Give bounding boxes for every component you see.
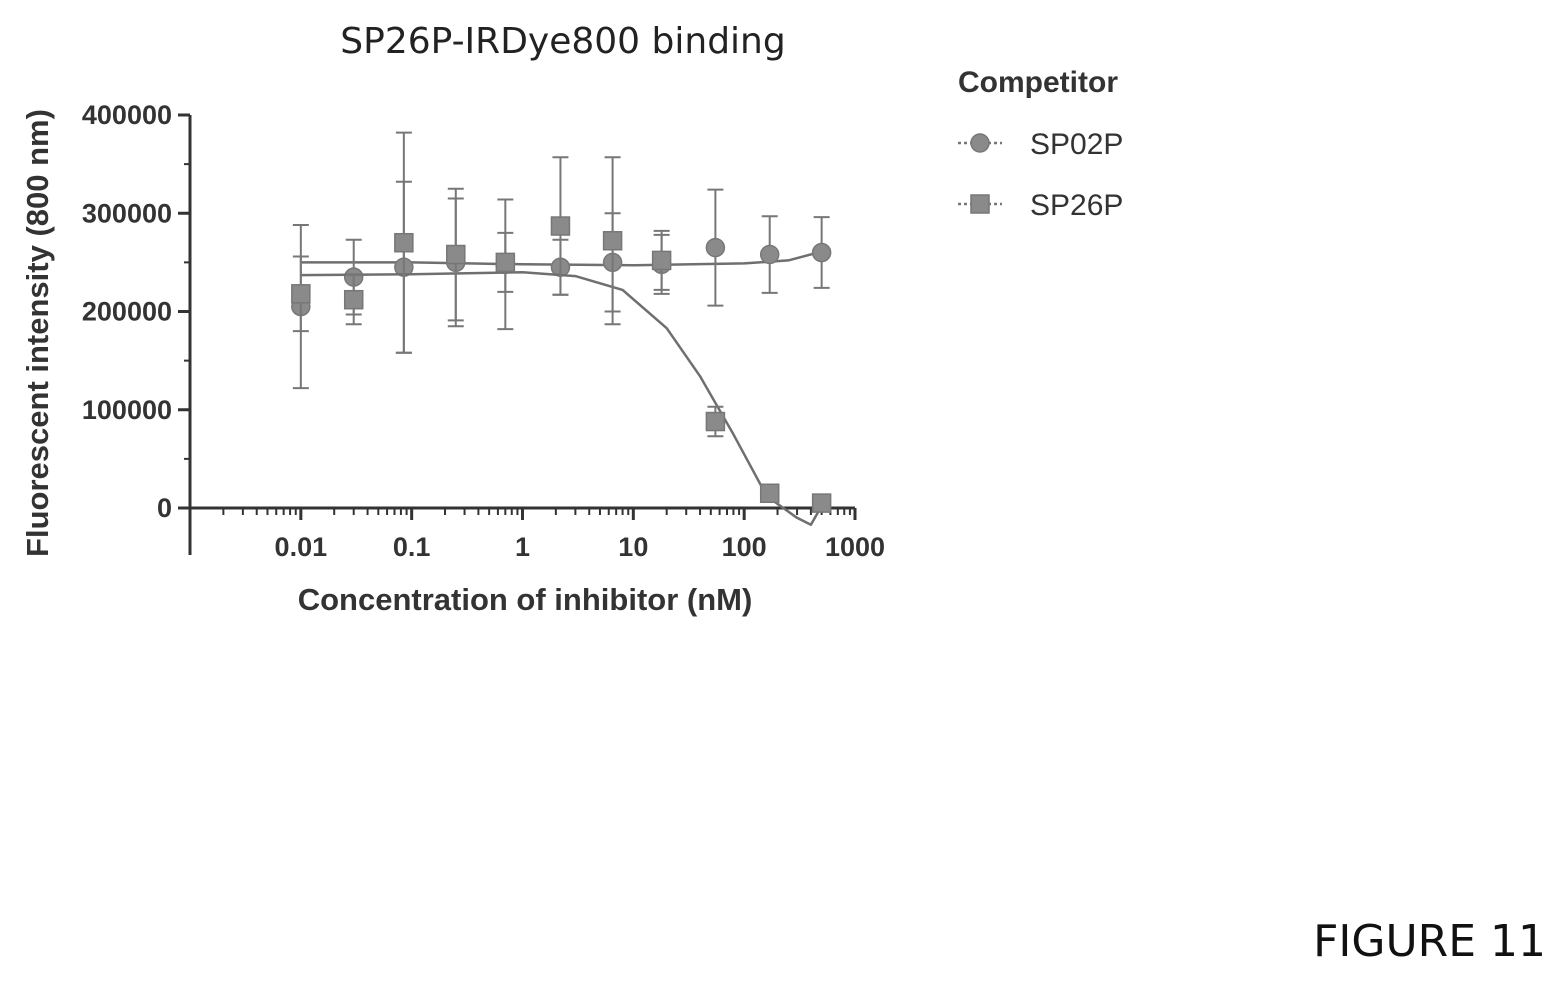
legend-title: Competitor xyxy=(958,66,1118,99)
x-tick-label: 10 xyxy=(618,532,648,562)
y-tick-label: 300000 xyxy=(82,198,172,228)
data-point xyxy=(550,216,571,236)
legend: Competitor SP02P SP26P xyxy=(958,66,1123,222)
x-tick-label: 1000 xyxy=(825,532,885,562)
y-axis: 0 100000 200000 300000 400000 xyxy=(82,100,192,555)
plot-area xyxy=(291,131,832,526)
legend-label: SP02P xyxy=(1030,128,1123,161)
data-point xyxy=(495,252,516,273)
data-point xyxy=(602,231,623,251)
x-tick-label: 100 xyxy=(722,532,767,562)
data-point xyxy=(705,237,726,258)
fit-curve xyxy=(300,270,823,526)
data-point xyxy=(291,284,311,304)
chart-title: SP26P-IRDye800 binding xyxy=(340,21,785,62)
legend-marker xyxy=(970,133,990,153)
data-point xyxy=(811,242,832,263)
legend-label: SP26P xyxy=(1030,189,1123,222)
data-point xyxy=(811,493,832,513)
data-point xyxy=(394,232,414,253)
data-point xyxy=(651,250,672,271)
series-sp26p xyxy=(291,131,832,526)
legend-item-sp26p: SP26P xyxy=(958,189,1123,222)
legend-marker xyxy=(970,194,990,214)
y-tick-label: 400000 xyxy=(82,100,172,130)
data-point xyxy=(759,483,780,504)
x-axis: 0.01 0.1 1 10 100 1000 xyxy=(188,506,885,562)
data-point xyxy=(343,289,364,310)
x-tick-label: 0.1 xyxy=(393,532,431,562)
figure-label: FIGURE 11 xyxy=(1313,916,1546,967)
y-tick-label: 100000 xyxy=(82,395,172,425)
x-axis-label: Concentration of inhibitor (nM) xyxy=(298,582,753,617)
data-point xyxy=(759,244,780,265)
legend-item-sp02p: SP02P xyxy=(958,128,1123,161)
data-point xyxy=(705,411,726,432)
y-tick-label: 200000 xyxy=(82,297,172,327)
y-axis-label: Fluorescent intensity (800 nm) xyxy=(20,109,55,557)
data-point xyxy=(446,244,466,265)
y-tick-label: 0 xyxy=(157,493,172,523)
x-tick-label: 1 xyxy=(515,532,530,562)
x-tick-label: 0.01 xyxy=(275,532,328,562)
